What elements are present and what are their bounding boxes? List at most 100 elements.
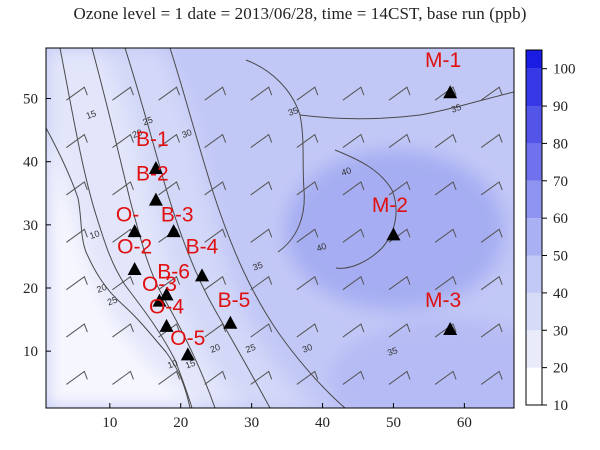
- wind-barb: [204, 370, 227, 385]
- contour-label: 35: [386, 345, 399, 358]
- wind-barb: [342, 86, 365, 101]
- y-tick-label: 50: [23, 92, 38, 108]
- colorbar-tick-label: 40: [553, 286, 568, 302]
- contour-label: 20: [95, 282, 108, 295]
- wind-barb: [434, 323, 457, 338]
- wind-barb: [480, 86, 503, 101]
- x-tick-label: 20: [173, 415, 188, 431]
- wind-barb: [204, 181, 227, 196]
- colorbar-ticks: 10 20 30 40 50 60 70 80 90 100: [542, 62, 576, 414]
- y-tick-label: 10: [23, 344, 38, 360]
- wind-barb: [296, 228, 319, 243]
- colorbar-tick-label: 10: [553, 398, 568, 414]
- colorbar-tick-label: 50: [553, 249, 568, 265]
- wind-barb: [434, 228, 457, 243]
- wind-barb: [112, 370, 134, 385]
- wind-barb: [296, 275, 319, 291]
- station-marker: [148, 161, 163, 174]
- stations: [127, 85, 458, 361]
- colorbar-cell: [526, 367, 542, 405]
- wind-barb: [434, 133, 457, 148]
- station-marker: [223, 315, 238, 329]
- wind-barb: [204, 323, 227, 338]
- colorbar-cell: [526, 143, 542, 181]
- contour-label: 25: [244, 342, 257, 355]
- contour-line-35b: [299, 91, 514, 120]
- colorbar-frame: [525, 49, 543, 406]
- wind-barb: [342, 181, 365, 196]
- wind-barb: [480, 275, 503, 291]
- colorbar-tick-label: 60: [553, 211, 568, 227]
- wind-barb: [250, 275, 273, 291]
- wind-barb: [342, 323, 365, 338]
- wind-barb: [158, 86, 181, 101]
- wind-barb: [480, 370, 503, 385]
- wind-barb: [342, 133, 365, 148]
- station-marker: [127, 262, 142, 276]
- contour-label: 20: [131, 127, 144, 140]
- station-label: B-1: [136, 128, 169, 151]
- station-label: O-4: [149, 295, 184, 318]
- wind-barb: [480, 181, 503, 196]
- station-marker: [180, 347, 195, 361]
- colorbar-cell: [526, 106, 542, 144]
- contour-line-25: [124, 48, 271, 408]
- wind-barb: [66, 275, 88, 291]
- wind-barb: [388, 86, 411, 101]
- colorbar-cell: [526, 292, 542, 331]
- x-tick-label: 50: [386, 415, 401, 431]
- station-label: M-3: [425, 289, 461, 312]
- wind-barb: [296, 370, 319, 385]
- wind-barb: [250, 181, 273, 196]
- contour-label: 15: [184, 358, 197, 371]
- contour-label: 10: [166, 358, 179, 371]
- wind-barb: [480, 323, 503, 338]
- colorbar-cell: [526, 218, 542, 256]
- contour-label: 30: [180, 127, 193, 140]
- wind-barb: [296, 323, 319, 338]
- wind-barb: [66, 181, 88, 196]
- wind-barb: [66, 323, 88, 338]
- wind-barb: [250, 323, 273, 338]
- y-tick-label: 30: [23, 218, 38, 234]
- wind-barb: [342, 275, 365, 291]
- contour-label: 10: [88, 228, 101, 241]
- station-label: O-: [116, 204, 139, 227]
- station-label: B-2: [136, 163, 169, 186]
- wind-barb: [250, 86, 273, 101]
- station-marker: [152, 293, 167, 307]
- colorbar: 10 20 30 40 50 60 70 80 90 100: [525, 49, 576, 414]
- wind-barbs: [66, 86, 503, 385]
- station-label: O-2: [117, 235, 152, 258]
- station-marker: [148, 192, 163, 206]
- contour-lines: [59, 48, 514, 408]
- wind-barb: [480, 228, 503, 243]
- wind-barb: [342, 228, 365, 243]
- wind-barb: [480, 133, 503, 148]
- contour-label: 15: [85, 108, 98, 121]
- wind-barb: [388, 181, 411, 196]
- wind-barb: [250, 133, 273, 148]
- station-label: B-3: [161, 204, 194, 227]
- contour-label: 35: [450, 102, 463, 115]
- station-label: B-4: [186, 235, 219, 258]
- y-tick-label: 20: [23, 281, 38, 297]
- station-marker: [443, 85, 458, 99]
- wind-barb: [158, 275, 181, 291]
- station-label: M-2: [372, 194, 408, 217]
- wind-barb: [388, 275, 411, 291]
- field-peak: [285, 150, 505, 310]
- x-tick-label: 30: [244, 415, 259, 431]
- station-marker: [443, 322, 458, 336]
- wind-barb: [158, 181, 181, 196]
- wind-barb: [66, 370, 88, 385]
- wind-barb: [434, 181, 457, 196]
- colorbar-tick-label: 70: [553, 174, 568, 190]
- colorbar-tick-label: 100: [553, 62, 576, 78]
- y-axis-ticks: 10 20 30 40 50: [23, 92, 51, 360]
- station-labels: M-1 M-2 M-3 B-1 B-2 O- B-3 O-2 B-4 B-6O-3O-4 B-5 O-…: [116, 49, 461, 350]
- x-tick-label: 40: [315, 415, 330, 431]
- contour-label: 35: [287, 105, 300, 118]
- station-marker: [166, 224, 181, 238]
